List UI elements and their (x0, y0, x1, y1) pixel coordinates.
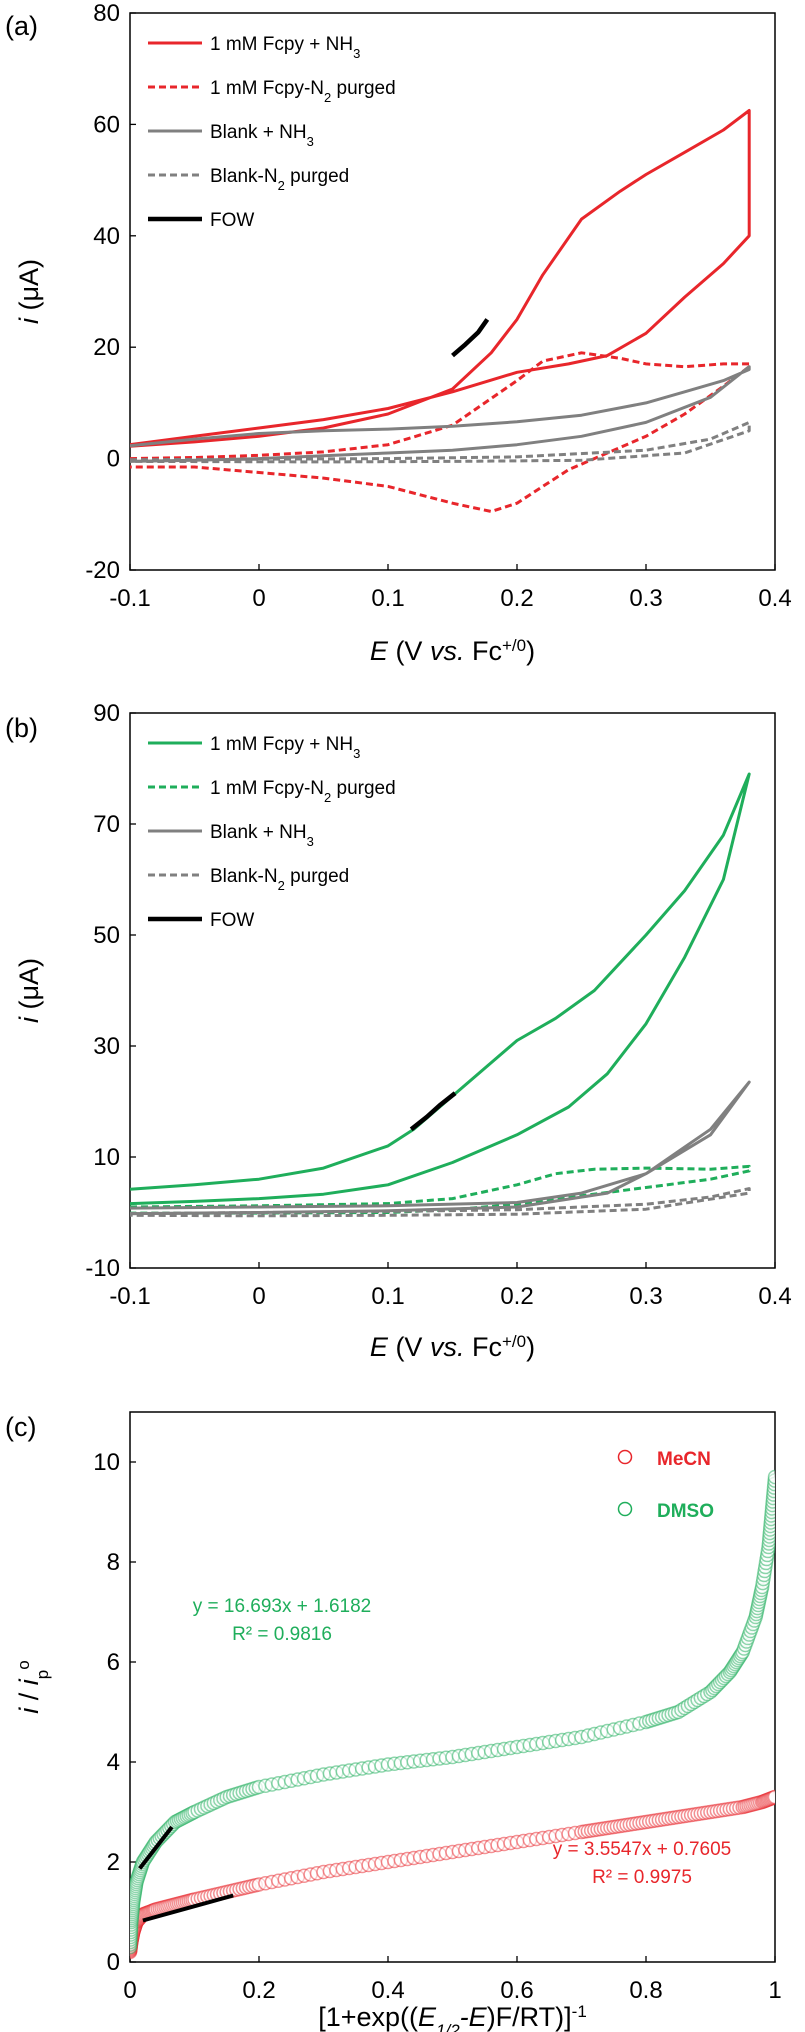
fit-r-squared: R² = 0.9816 (232, 1624, 332, 1645)
data-area (130, 109, 751, 513)
y-tick-label: 0 (107, 1949, 120, 1976)
legend-entry: DMSO (657, 1501, 714, 1522)
series-line-1-mm-fcpy-nh3 (130, 772, 751, 1206)
x-tick-label: 0.4 (758, 1283, 791, 1310)
y-tick-label: 90 (93, 700, 120, 727)
series-line-1-mm-fcpy-nh3 (130, 109, 751, 448)
legend-entry: 1 mM Fcpy + NH3 (210, 734, 360, 761)
series-line-blank-nh3 (130, 365, 751, 463)
legend-entry: 1 mM Fcpy-N2 purged (210, 78, 396, 105)
y-tick-label: 0 (107, 446, 120, 473)
legend-entry: Blank + NH3 (210, 822, 314, 849)
x-tick-label: 0 (252, 1283, 265, 1310)
panel-label: (a) (5, 11, 38, 41)
series-line-1-mm-fcpy-n2-purged (130, 351, 751, 513)
x-axis-label: E (V vs. Fc+/0) (370, 1332, 535, 1363)
y-tick-label: 40 (93, 223, 120, 250)
y-tick-label: 2 (107, 1849, 120, 1876)
x-tick-label: 0.3 (629, 1283, 662, 1310)
legend-entry: Blank-N2 purged (210, 166, 349, 193)
y-axis-label: i (μA) (14, 958, 44, 1023)
legend-entry: MeCN (657, 1449, 711, 1470)
y-axis-label: i (μA) (14, 259, 44, 324)
x-tick-label: -0.1 (109, 1283, 150, 1310)
x-tick-label: 0.4 (371, 1977, 404, 2004)
legend-entry: 1 mM Fcpy-N2 purged (210, 778, 396, 805)
legend: 1 mM Fcpy + NH3 1 mM Fcpy-N2 purged Blank … (148, 34, 396, 231)
x-tick-label: 0.1 (371, 1283, 404, 1310)
y-tick-label: 6 (107, 1649, 120, 1676)
x-tick-label: 0.2 (500, 1283, 533, 1310)
plot-frame (129, 12, 776, 571)
y-tick-label: -10 (85, 1255, 120, 1282)
y-tick-label: 60 (93, 111, 120, 138)
y-tick-label: 8 (107, 1549, 120, 1576)
x-tick-label: 0.1 (371, 585, 404, 612)
series-line-blank-nh3 (130, 1080, 751, 1216)
x-tick-label: 0 (123, 1977, 136, 2004)
fit-equation: y = 16.693x + 1.6182 (193, 1596, 372, 1617)
series-line-blank-n2-purged (130, 1187, 751, 1218)
fit-segment (138, 1825, 174, 1870)
legend-entry: 1 mM Fcpy + NH3 (210, 34, 360, 61)
legend-entry: FOW (210, 210, 254, 231)
legend-marker (617, 1501, 633, 1517)
legend-marker (617, 1449, 633, 1465)
x-tick-label: 0.6 (500, 1977, 533, 2004)
panel-a: (a) -0.1 0 0.1 0.2 0.3 0.4 -20 0 20 40 60 80 E (V vs.… (5, 0, 792, 666)
legend-entry: Blank-N2 purged (210, 866, 349, 893)
y-tick-label: 80 (93, 0, 120, 27)
series-line-fow (409, 1091, 457, 1132)
legend-entry: Blank + NH3 (210, 122, 314, 149)
data-point-mecn (767, 1789, 775, 1805)
series-line-blank-n2-purged (130, 420, 751, 464)
legend-entry: FOW (210, 910, 254, 931)
x-tick-label: 0 (252, 585, 265, 612)
fit-equation: y = 3.5547x + 0.7605 (553, 1839, 732, 1860)
y-tick-label: -20 (85, 557, 120, 584)
y-tick-label: 10 (93, 1144, 120, 1171)
data-area (130, 772, 751, 1218)
plot-frame (129, 1411, 776, 1963)
fit-segment (142, 1893, 234, 1923)
y-axis-label: i / ipo (14, 1660, 52, 1713)
panel-label: (b) (5, 713, 38, 743)
y-tick-label: 4 (107, 1749, 120, 1776)
y-tick-label: 50 (93, 922, 120, 949)
panel-c: (c)0 0.2 0.4 0.6 0.8 10246810[1+exp((E1/2-E)F… (5, 1411, 782, 2032)
series-line-fow (451, 318, 490, 358)
y-tick-label: 20 (93, 334, 120, 361)
y-tick-label: 10 (93, 1449, 120, 1476)
x-tick-label: 1 (768, 1977, 781, 2004)
x-tick-label: 0.4 (758, 585, 791, 612)
plot-frame (129, 712, 776, 1269)
legend: 1 mM Fcpy + NH3 1 mM Fcpy-N2 purged Blank … (148, 734, 396, 931)
x-axis-label: [1+exp((E1/2-E)F/RT)]-1 (318, 2002, 587, 2032)
y-tick-label: 30 (93, 1033, 120, 1060)
panel-b: (b) -0.1 0 0.1 0.2 0.3 0.4 -10 10 30 50 70 90 E (V vs… (5, 700, 792, 1362)
legend: MeCN DMSO (617, 1449, 714, 1522)
x-tick-label: -0.1 (109, 585, 150, 612)
panel-label: (c) (5, 1412, 36, 1442)
x-axis-label: E (V vs. Fc+/0) (370, 636, 535, 667)
y-tick-label: 70 (93, 811, 120, 838)
x-tick-label: 0.2 (500, 585, 533, 612)
data-point-dmso (767, 1469, 775, 1485)
x-tick-label: 0.3 (629, 585, 662, 612)
data-area (130, 1469, 775, 1960)
x-tick-label: 0.2 (242, 1977, 275, 2004)
x-tick-label: 0.8 (629, 1977, 662, 2004)
fit-r-squared: R² = 0.9975 (592, 1867, 692, 1888)
